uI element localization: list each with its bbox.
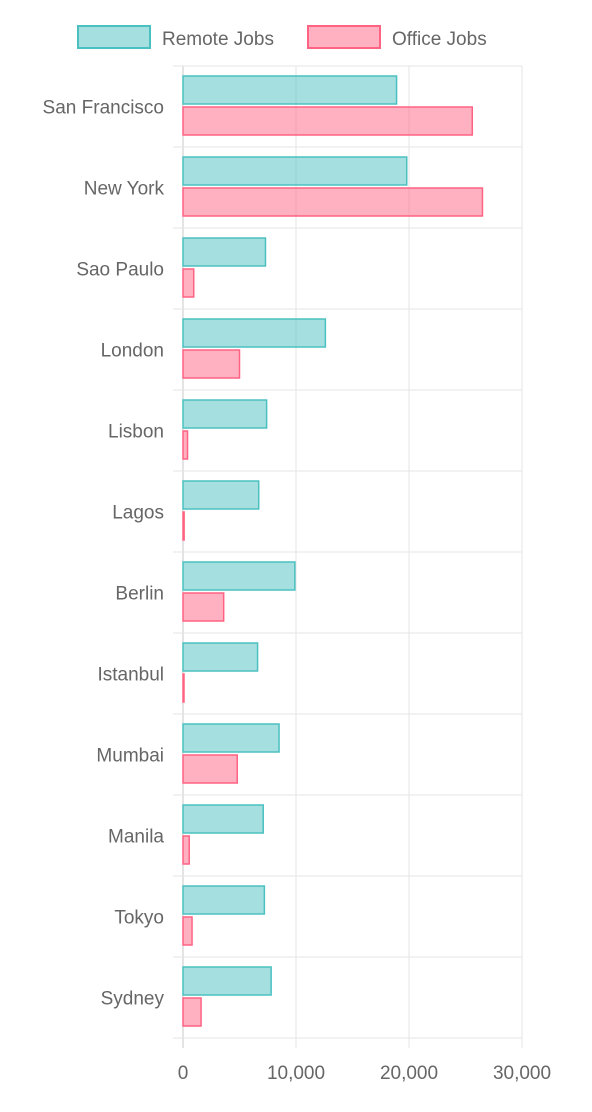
- legend-label-1[interactable]: Remote Jobs: [162, 29, 274, 50]
- bar-remote-lisbon[interactable]: [182, 399, 268, 429]
- legend-swatch-2[interactable]: [307, 25, 381, 49]
- bar-office-new-york[interactable]: [182, 187, 484, 217]
- category-label: Lisbon: [108, 422, 164, 443]
- category-labels: San Francisco New York Sao Paulo London Lisb…: [43, 98, 165, 1010]
- bar-remote-sao-paulo[interactable]: [182, 237, 267, 267]
- bar-office-berlin[interactable]: [182, 592, 225, 622]
- bar-office-lagos[interactable]: [182, 511, 185, 541]
- bar-office-tokyo[interactable]: [182, 916, 193, 946]
- legend: Remote Jobs Office Jobs: [77, 25, 487, 50]
- bar-office-london[interactable]: [182, 349, 241, 379]
- category-label: Sydney: [101, 989, 165, 1010]
- x-tick-label: 30,000: [493, 1063, 551, 1084]
- bar-remote-sydney[interactable]: [182, 966, 272, 996]
- grid-lines: [173, 65, 523, 1048]
- bar-remote-mumbai[interactable]: [182, 723, 280, 753]
- x-tick-label: 20,000: [380, 1063, 438, 1084]
- bar-office-mumbai[interactable]: [182, 754, 238, 784]
- bar-office-lisbon[interactable]: [182, 430, 189, 460]
- category-label: Lagos: [112, 503, 164, 524]
- category-label: Mumbai: [96, 746, 164, 767]
- bar-remote-new-york[interactable]: [182, 156, 408, 186]
- category-label: Istanbul: [97, 665, 164, 686]
- bar-office-manila[interactable]: [182, 835, 190, 865]
- bar-remote-manila[interactable]: [182, 804, 264, 834]
- legend-swatch-1[interactable]: [77, 25, 151, 49]
- bar-remote-lagos[interactable]: [182, 480, 260, 510]
- bar-office-san-francisco[interactable]: [182, 106, 474, 136]
- category-label: Manila: [108, 827, 164, 848]
- bar-office-sydney[interactable]: [182, 997, 202, 1027]
- category-label: London: [101, 341, 164, 362]
- bar-remote-berlin[interactable]: [182, 561, 296, 591]
- legend-label-2[interactable]: Office Jobs: [392, 29, 487, 50]
- bar-remote-istanbul[interactable]: [182, 642, 259, 672]
- bar-remote-tokyo[interactable]: [182, 885, 266, 915]
- x-axis-ticks: 0 10,000 20,000 30,000: [178, 1063, 551, 1084]
- x-tick-label: 10,000: [267, 1063, 325, 1084]
- category-label: San Francisco: [43, 98, 164, 119]
- category-label: Sao Paulo: [76, 260, 164, 281]
- bar-remote-san-francisco[interactable]: [182, 75, 398, 105]
- category-label: Tokyo: [114, 908, 164, 929]
- category-label: New York: [84, 179, 165, 200]
- x-tick-label: 0: [178, 1063, 189, 1084]
- bar-remote-london[interactable]: [182, 318, 327, 348]
- bars: [182, 75, 484, 1027]
- bar-office-sao-paulo[interactable]: [182, 268, 195, 298]
- bar-office-istanbul[interactable]: [182, 673, 185, 703]
- category-label: Berlin: [115, 584, 164, 605]
